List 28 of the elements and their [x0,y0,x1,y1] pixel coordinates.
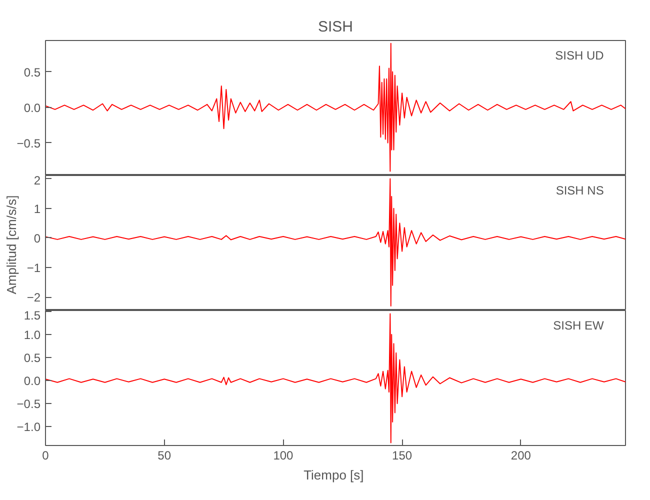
x-tick-label: 0 [42,448,50,462]
y-tick-label: 0.0 [24,374,41,388]
x-tick-label: 150 [392,448,412,462]
y-tick-label: −2 [26,290,41,305]
y-tick-label: 2 [34,174,41,188]
y-tick-label: −1.0 [16,420,41,434]
y-tick-label: 1.0 [24,328,41,342]
y-tick-label: −1 [26,261,41,276]
chart-title: SISH [318,18,354,36]
y-tick-label: 0.0 [24,100,41,115]
x-axis-title: Tiempo [s] [304,468,364,482]
line-series [46,313,626,444]
y-tick-label: −0.5 [16,397,41,412]
x-tick-label: 200 [510,448,532,462]
line-series [46,42,626,172]
annotation: SISH UD [555,48,604,62]
y-tick-label: 0 [34,231,41,246]
annotation: SISH EW [553,318,605,332]
line-series [46,178,626,307]
x-tick-label: 50 [158,448,172,462]
annotation: SISH NS [556,184,604,198]
x-tick-label: 100 [273,448,294,462]
y-tick-label: 1.5 [24,308,41,322]
y-tick-label: 1 [34,202,41,216]
y-tick-label: 0.5 [24,65,41,80]
y-tick-label: −0.5 [16,136,41,150]
y-axis-title: Amplitud [cm/s/s] [4,195,19,294]
y-tick-label: 0.5 [24,350,41,365]
